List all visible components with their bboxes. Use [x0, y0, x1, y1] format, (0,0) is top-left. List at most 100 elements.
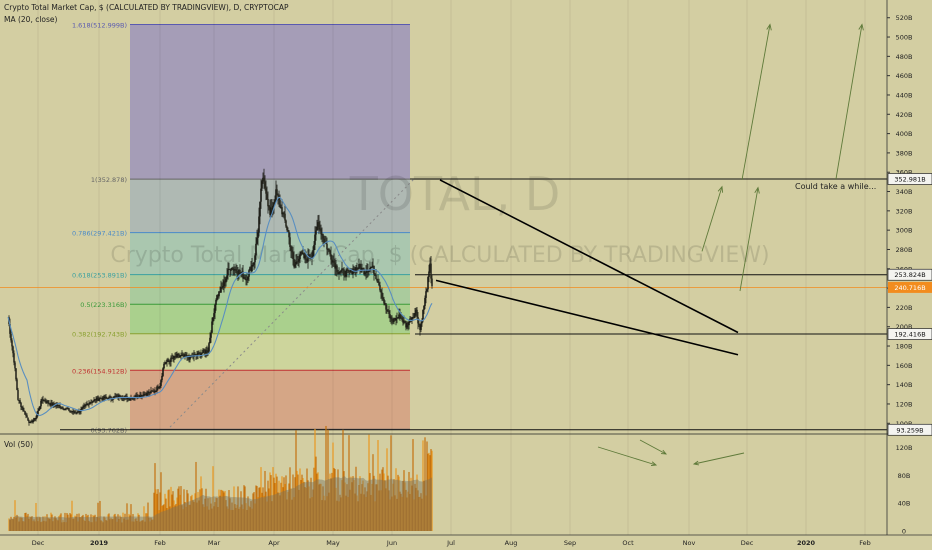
candle-body	[108, 397, 110, 400]
candle-body	[163, 363, 165, 369]
volume-bar	[366, 491, 368, 531]
volume-bar	[105, 520, 107, 531]
volume-bar	[116, 521, 118, 531]
volume-bar	[171, 494, 173, 531]
volume-bar	[326, 496, 328, 531]
candle-body	[192, 356, 194, 358]
candle-body	[213, 313, 215, 318]
volume-bar	[407, 491, 409, 531]
candle-body	[362, 268, 364, 270]
fib-label: 0.618(253.891B)	[72, 272, 127, 280]
candle-body	[81, 407, 83, 409]
volume-bar	[203, 506, 205, 531]
volume-bar	[232, 509, 234, 531]
volume-bar	[330, 478, 332, 531]
candle-body	[153, 391, 155, 393]
volume-bar	[222, 490, 224, 531]
volume-bar	[299, 468, 301, 531]
volume-bar	[323, 495, 325, 531]
volume-bar	[195, 461, 197, 531]
volume-bar	[202, 504, 204, 531]
volume-bar	[204, 498, 206, 531]
candle-body	[354, 268, 356, 273]
candle-body	[292, 252, 294, 259]
candle-body	[124, 395, 126, 397]
volume-bar	[364, 487, 366, 531]
candle-body	[244, 277, 246, 280]
volume-bar	[243, 485, 245, 531]
candle-body	[260, 188, 262, 202]
fib-label: 0.5(223.316B)	[80, 301, 127, 309]
candle-body	[363, 268, 365, 275]
arrow-head	[692, 460, 699, 466]
candle-body	[135, 395, 137, 398]
volume-bar	[58, 516, 60, 531]
volume-bar	[131, 521, 133, 531]
candle-body	[391, 317, 393, 322]
candle-body	[179, 356, 181, 358]
candle-body	[165, 362, 167, 364]
volume-bar	[262, 487, 264, 531]
volume-bar	[59, 514, 61, 531]
candle-body	[86, 404, 88, 406]
candle-body	[104, 396, 106, 399]
volume-bar	[234, 504, 236, 531]
volume-bar	[178, 486, 180, 531]
candle-body	[183, 354, 185, 357]
volume-bar	[320, 483, 322, 531]
candle-body	[74, 412, 76, 414]
candle-body	[359, 264, 361, 268]
volume-bar	[318, 484, 320, 531]
candle-body	[85, 404, 87, 406]
candle-body	[41, 399, 43, 401]
candle-body	[396, 317, 398, 319]
candle-body	[241, 271, 243, 274]
volume-bar	[263, 495, 265, 531]
candle-body	[268, 206, 270, 208]
candle-body	[338, 272, 340, 274]
volume-bar	[104, 517, 106, 531]
candle-body	[209, 337, 211, 344]
price-tag	[887, 268, 932, 281]
volume-bar	[257, 497, 259, 531]
candle-body	[266, 193, 268, 199]
volume-bar	[294, 477, 296, 531]
volume-bar	[317, 472, 319, 531]
volume-bar	[239, 506, 241, 531]
volume-bar	[371, 483, 373, 531]
volume-bar	[334, 469, 336, 531]
volume-bar	[376, 484, 378, 531]
candle-body	[367, 270, 369, 273]
volume-label[interactable]: Vol (50)	[4, 440, 34, 449]
candle-body	[339, 271, 341, 273]
volume-bar	[135, 518, 137, 531]
volume-bar	[56, 519, 58, 531]
candle-body	[118, 395, 120, 398]
volume-bar	[283, 477, 285, 531]
volume-bar	[412, 439, 414, 531]
volume-bar	[77, 521, 79, 531]
candle-body	[410, 318, 412, 322]
volume-bar	[419, 496, 421, 531]
volume-bar	[156, 493, 158, 531]
volume-bar	[24, 513, 26, 531]
volume-bar	[286, 499, 288, 531]
candle-body	[218, 291, 220, 297]
volume-bar	[35, 502, 37, 531]
candle-body	[55, 405, 57, 407]
candle-body	[326, 244, 328, 250]
candle-body	[258, 216, 260, 233]
candle-body	[405, 322, 407, 328]
candle-body	[246, 279, 248, 281]
volume-bar	[379, 473, 381, 531]
candle-body	[252, 264, 254, 266]
indicator-label[interactable]: MA (20, close)	[4, 15, 58, 24]
volume-bar	[176, 497, 178, 531]
volume-bar	[186, 489, 188, 531]
candle-body	[373, 265, 375, 275]
candle-body	[378, 282, 380, 286]
candle-body	[418, 323, 420, 326]
volume-bar	[97, 502, 99, 531]
